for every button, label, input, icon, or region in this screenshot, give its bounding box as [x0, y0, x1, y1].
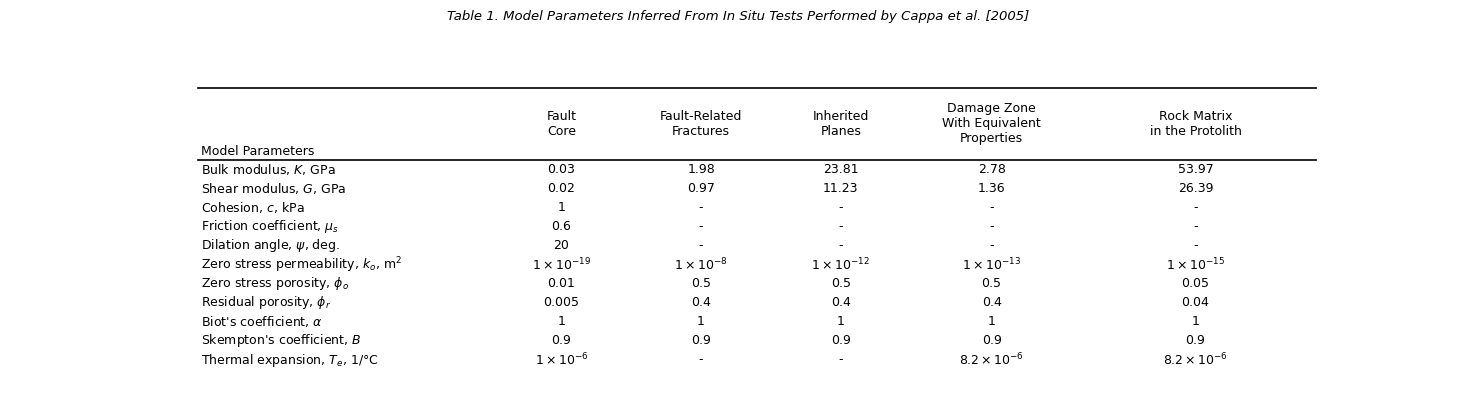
Text: 0.9: 0.9 [551, 334, 572, 348]
Text: Dilation angle, $\psi$, deg.: Dilation angle, $\psi$, deg. [201, 237, 340, 254]
Text: 1: 1 [557, 316, 566, 328]
Text: Rock Matrix
in the Protolith: Rock Matrix in the Protolith [1149, 110, 1241, 138]
Text: 1: 1 [697, 316, 705, 328]
Text: $8.2 \times 10^{-6}$: $8.2 \times 10^{-6}$ [959, 352, 1024, 368]
Text: 1: 1 [988, 316, 995, 328]
Text: 0.9: 0.9 [1186, 334, 1205, 348]
Text: Shear modulus, $G$, GPa: Shear modulus, $G$, GPa [201, 181, 346, 196]
Text: 0.6: 0.6 [551, 220, 572, 233]
Text: 53.97: 53.97 [1177, 163, 1213, 176]
Text: Fault-Related
Fractures: Fault-Related Fractures [660, 110, 743, 138]
Text: 0.03: 0.03 [548, 163, 576, 176]
Text: 0.4: 0.4 [982, 296, 1001, 309]
Text: 0.4: 0.4 [832, 296, 851, 309]
Text: 0.05: 0.05 [1182, 277, 1210, 290]
Text: Biot's coefficient, $\alpha$: Biot's coefficient, $\alpha$ [201, 314, 322, 330]
Text: -: - [699, 220, 703, 233]
Text: -: - [699, 201, 703, 214]
Text: -: - [839, 239, 843, 252]
Text: Damage Zone
With Equivalent
Properties: Damage Zone With Equivalent Properties [942, 103, 1041, 145]
Text: -: - [990, 220, 994, 233]
Text: -: - [990, 201, 994, 214]
Text: Residual porosity, $\phi_r$: Residual porosity, $\phi_r$ [201, 294, 331, 311]
Text: 0.4: 0.4 [691, 296, 710, 309]
Text: -: - [839, 201, 843, 214]
Text: Inherited
Planes: Inherited Planes [812, 110, 868, 138]
Text: -: - [990, 239, 994, 252]
Text: 1: 1 [1192, 316, 1199, 328]
Text: 1.36: 1.36 [978, 182, 1006, 195]
Text: 0.005: 0.005 [544, 296, 579, 309]
Text: -: - [1193, 220, 1198, 233]
Text: Zero stress porosity, $\phi_o$: Zero stress porosity, $\phi_o$ [201, 275, 349, 292]
Text: Bulk modulus, $K$, GPa: Bulk modulus, $K$, GPa [201, 162, 335, 177]
Text: $1 \times 10^{-6}$: $1 \times 10^{-6}$ [535, 352, 588, 368]
Text: Table 1. Model Parameters Inferred From In Situ Tests Performed by Cappa et al. : Table 1. Model Parameters Inferred From … [448, 10, 1029, 23]
Text: Fault
Core: Fault Core [546, 110, 576, 138]
Text: Cohesion, $c$, kPa: Cohesion, $c$, kPa [201, 200, 304, 215]
Text: Thermal expansion, $T_e$, 1/°C: Thermal expansion, $T_e$, 1/°C [201, 352, 378, 369]
Text: $1 \times 10^{-19}$: $1 \times 10^{-19}$ [532, 257, 591, 273]
Text: 0.04: 0.04 [1182, 296, 1210, 309]
Text: Zero stress permeability, $k_o$, m$^2$: Zero stress permeability, $k_o$, m$^2$ [201, 255, 402, 275]
Text: -: - [1193, 201, 1198, 214]
Text: 0.9: 0.9 [691, 334, 710, 348]
Text: Model Parameters: Model Parameters [201, 146, 315, 158]
Text: 1: 1 [837, 316, 845, 328]
Text: $1 \times 10^{-15}$: $1 \times 10^{-15}$ [1165, 257, 1224, 273]
Text: $1 \times 10^{-8}$: $1 \times 10^{-8}$ [675, 257, 728, 273]
Text: -: - [699, 239, 703, 252]
Text: 23.81: 23.81 [823, 163, 858, 176]
Text: 26.39: 26.39 [1177, 182, 1213, 195]
Text: -: - [1193, 239, 1198, 252]
Text: Friction coefficient, $\mu_s$: Friction coefficient, $\mu_s$ [201, 218, 338, 235]
Text: 0.9: 0.9 [832, 334, 851, 348]
Text: 11.23: 11.23 [823, 182, 858, 195]
Text: 0.9: 0.9 [982, 334, 1001, 348]
Text: 0.01: 0.01 [548, 277, 576, 290]
Text: -: - [839, 354, 843, 367]
Text: Skempton's coefficient, $B$: Skempton's coefficient, $B$ [201, 332, 360, 350]
Text: 20: 20 [554, 239, 570, 252]
Text: 0.5: 0.5 [691, 277, 710, 290]
Text: -: - [839, 220, 843, 233]
Text: 1.98: 1.98 [687, 163, 715, 176]
Text: $8.2 \times 10^{-6}$: $8.2 \times 10^{-6}$ [1162, 352, 1227, 368]
Text: 0.02: 0.02 [548, 182, 576, 195]
Text: 0.97: 0.97 [687, 182, 715, 195]
Text: 2.78: 2.78 [978, 163, 1006, 176]
Text: 1: 1 [557, 201, 566, 214]
Text: 0.5: 0.5 [982, 277, 1001, 290]
Text: $1 \times 10^{-13}$: $1 \times 10^{-13}$ [962, 257, 1021, 273]
Text: -: - [699, 354, 703, 367]
Text: $1 \times 10^{-12}$: $1 \times 10^{-12}$ [811, 257, 870, 273]
Text: 0.5: 0.5 [830, 277, 851, 290]
